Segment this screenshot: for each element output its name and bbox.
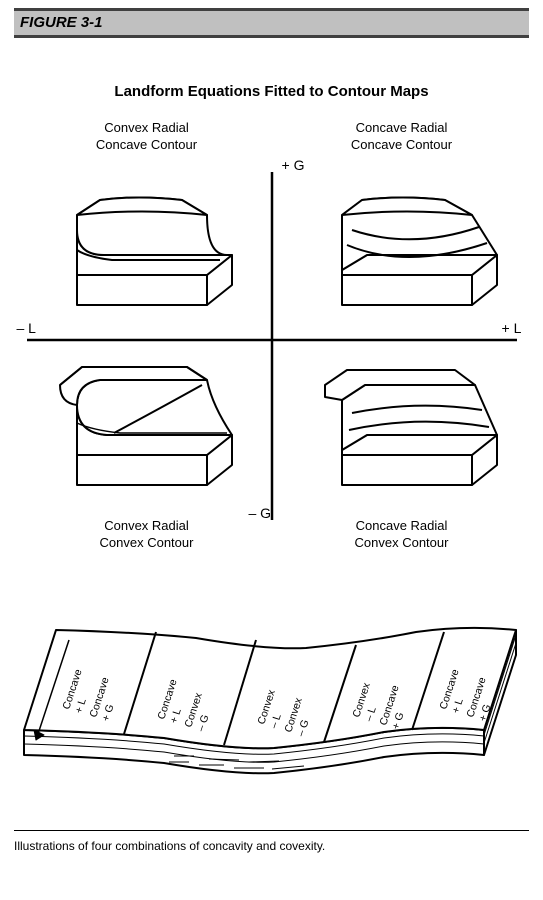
quad-label-br: Concave Radial Convex Contour [327,518,477,552]
quad-tr-line2: Concave Contour [351,137,452,152]
caption: Illustrations of four combinations of co… [14,839,529,853]
figure-header: FIGURE 3-1 [14,8,529,38]
figure-number: FIGURE 3-1 [20,14,103,31]
quad-tl-line1: Convex Radial [104,120,189,135]
block-tl [42,175,242,325]
quad-bl-line2: Convex Contour [100,535,194,550]
quad-label-tr: Concave Radial Concave Contour [327,120,477,154]
block-tr [307,175,507,325]
quad-br-line1: Concave Radial [356,518,448,533]
cross-section-diagram: Concave + L Concave + G Concave + L Conv… [14,580,524,800]
axis-label-top: + G [282,157,305,173]
quad-label-tl: Convex Radial Concave Contour [72,120,222,154]
caption-rule [14,830,529,831]
axis-label-left: – L [17,320,36,336]
axis-label-bottom: – G [249,505,272,521]
quad-label-bl: Convex Radial Convex Contour [72,518,222,552]
block-br [307,355,507,505]
quadrant-diagram: Convex Radial Concave Contour Concave Ra… [17,120,527,550]
block-bl [42,355,242,505]
quad-br-line2: Convex Contour [355,535,449,550]
main-title: Landform Equations Fitted to Contour Map… [14,83,529,100]
quad-bl-line1: Convex Radial [104,518,189,533]
quad-tr-line1: Concave Radial [356,120,448,135]
quad-tl-line2: Concave Contour [96,137,197,152]
